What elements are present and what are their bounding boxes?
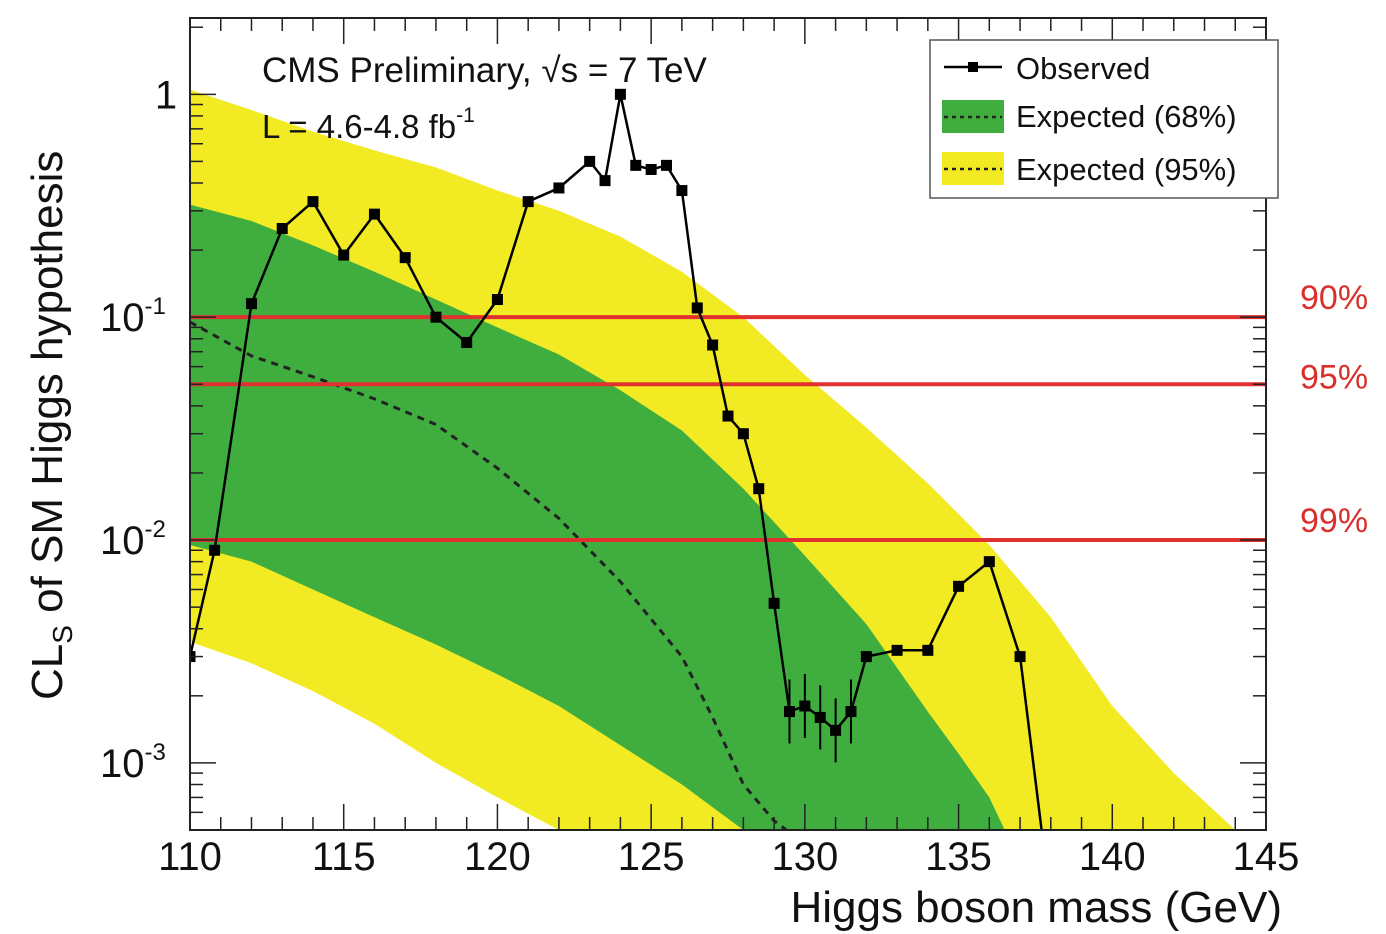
observed-point-5 — [338, 249, 350, 261]
x-tick-label-140: 140 — [1079, 835, 1146, 879]
observed-point-27 — [799, 700, 811, 712]
observed-line — [190, 94, 1043, 830]
observed-point-19 — [676, 185, 688, 197]
observed-point-20 — [691, 302, 703, 314]
observed-point-34 — [953, 580, 965, 592]
y-tick-label-exp-3: -3 — [145, 739, 166, 766]
cl-label-0: 90% — [1300, 279, 1368, 317]
y-axis-title-rest: of SM Higgs hypothesis — [23, 151, 72, 625]
y-tick-label-0: 1 — [155, 73, 177, 117]
observed-point-13 — [584, 155, 596, 167]
observed-point-22 — [722, 410, 734, 422]
y-tick-label-3: 10-3 — [100, 739, 166, 786]
observed-point-18 — [661, 159, 673, 171]
y-tick-label-base-1: 10 — [100, 296, 145, 340]
observed-point-17 — [645, 163, 657, 175]
cl-label-1: 95% — [1300, 358, 1368, 396]
observed-point-25 — [768, 597, 780, 609]
luminosity-label: L = 4.6-4.8 fb-1 — [262, 104, 475, 145]
legend: Observed Expected (68%) Expected (95%) — [929, 39, 1279, 199]
y-tick-label-base-3: 10 — [100, 742, 145, 786]
observed-point-33 — [922, 644, 934, 656]
observed-series — [190, 88, 1043, 830]
observed-point-11 — [522, 196, 534, 208]
observed-point-4 — [307, 196, 319, 208]
x-tick-label-125: 125 — [618, 835, 685, 879]
observed-point-12 — [553, 182, 565, 194]
plot-frame — [189, 17, 1267, 831]
observed-point-16 — [630, 159, 642, 171]
observed-point-23 — [737, 428, 749, 440]
observed-point-30 — [845, 706, 857, 718]
legend-band68-label: Expected (68%) — [1016, 99, 1237, 134]
observed-point-32 — [891, 644, 903, 656]
observed-point-14 — [599, 175, 611, 187]
observed-point-29 — [830, 724, 842, 736]
x-tick-label-110: 110 — [158, 835, 222, 879]
observed-point-3 — [276, 222, 288, 234]
cl-lines — [190, 315, 1266, 543]
x-tick-label-115: 115 — [312, 835, 376, 879]
y-tick-label-base-2: 10 — [100, 519, 145, 563]
observed-point-31 — [860, 651, 872, 663]
luminosity-prefix: L = 4.6-4.8 fb — [262, 108, 456, 145]
cl-label-2: 99% — [1300, 502, 1368, 540]
luminosity-exponent: -1 — [456, 104, 475, 127]
observed-point-24 — [753, 483, 765, 495]
observed-point-36 — [1014, 651, 1026, 663]
observed-point-26 — [783, 706, 795, 718]
observed-point-7 — [399, 252, 411, 264]
observed-point-28 — [814, 711, 826, 723]
y-tick-label-exp-1: -1 — [145, 293, 166, 320]
expected-median-line — [190, 320, 788, 830]
observed-point-6 — [368, 208, 380, 220]
observed-point-35 — [983, 556, 995, 568]
band-68 — [190, 204, 1005, 830]
y-axis-title: CLS of SM Higgs hypothesis — [23, 151, 78, 700]
observed-point-10 — [491, 294, 503, 306]
x-tick-label-135: 135 — [925, 835, 992, 879]
experiment-label: CMS Preliminary, √s = 7 TeV — [262, 51, 708, 90]
plot-area — [190, 88, 1266, 830]
x-tick-label-145: 145 — [1233, 835, 1300, 879]
observed-point-1 — [209, 544, 221, 556]
expected-median-path — [190, 320, 788, 830]
y-axis-title-main: CL — [23, 644, 72, 700]
legend-observed-label: Observed — [1016, 51, 1150, 86]
y-axis-title-sub: S — [47, 625, 78, 644]
y-tick-label-base-0: 1 — [155, 73, 177, 117]
y-tick-label-exp-2: -2 — [145, 516, 166, 543]
observed-point-21 — [707, 339, 719, 351]
x-tick-label-120: 120 — [464, 835, 531, 879]
x-axis-title: Higgs boson mass (GeV) — [790, 883, 1282, 932]
legend-observed-marker — [968, 62, 978, 72]
observed-point-2 — [245, 298, 257, 310]
observed-point-15 — [614, 88, 626, 100]
y-tick-label-1: 10-1 — [100, 293, 166, 340]
observed-point-8 — [430, 311, 442, 323]
y-tick-label-2: 10-2 — [100, 516, 166, 563]
legend-band95-label: Expected (95%) — [1016, 152, 1237, 187]
observed-point-9 — [461, 336, 473, 348]
x-tick-label-130: 130 — [771, 835, 838, 879]
band-68-area — [190, 204, 1005, 830]
